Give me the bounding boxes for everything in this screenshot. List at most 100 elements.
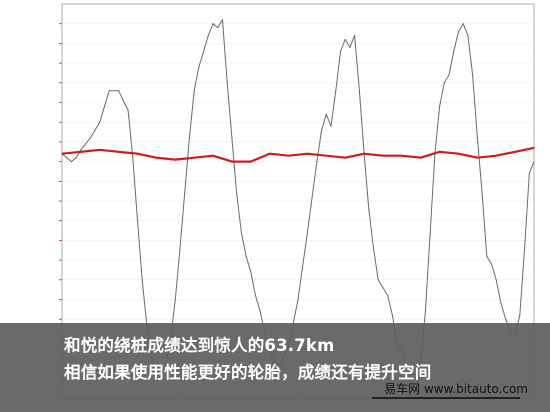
steering-point <box>221 19 224 21</box>
steering-point <box>500 302 502 305</box>
speed-point <box>401 155 403 157</box>
steering-point <box>297 298 299 301</box>
speed-point <box>118 151 120 153</box>
steering-point <box>495 279 497 281</box>
steering-point <box>372 247 375 249</box>
speed-point <box>231 161 233 163</box>
steering-point <box>429 231 431 234</box>
speed-point <box>80 151 82 153</box>
speed-point <box>476 157 478 159</box>
speed-series-line <box>61 146 535 163</box>
steering-point <box>344 38 346 41</box>
steering-point <box>486 255 488 257</box>
speed-point <box>306 153 309 155</box>
steering-point <box>80 149 82 151</box>
steering-point <box>259 310 261 312</box>
steering-point <box>476 137 478 139</box>
steering-point <box>174 298 176 301</box>
steering-point <box>127 109 129 111</box>
speed-point <box>514 151 516 153</box>
steering-point <box>434 153 436 155</box>
steering-point <box>217 27 219 29</box>
steering-point <box>75 157 77 159</box>
steering-point <box>424 310 427 312</box>
steering-point <box>481 192 483 194</box>
steering-point <box>198 66 200 68</box>
steering-point <box>335 90 337 92</box>
steering-point <box>89 137 91 139</box>
steering-point <box>193 90 195 92</box>
steering-point <box>528 172 530 175</box>
steering-point <box>118 90 120 92</box>
steering-point <box>316 161 318 163</box>
steering-point <box>108 90 110 92</box>
steering-point <box>321 129 323 131</box>
speed-point <box>495 155 497 157</box>
speed-point <box>382 155 384 157</box>
speed-point <box>344 157 346 159</box>
speed-point <box>212 155 214 157</box>
steering-point <box>467 34 469 37</box>
steering-point <box>136 220 139 222</box>
steering-point <box>533 161 535 163</box>
steering-point <box>184 192 186 194</box>
speed-point <box>533 147 535 149</box>
speed-point <box>363 153 365 155</box>
steering-point <box>505 318 507 320</box>
caption-line-2: 相信如果使用性能更好的轮胎，成绩还有提升空间 <box>64 363 432 382</box>
speed-point <box>287 155 290 157</box>
speed-point <box>136 153 139 155</box>
steering-point <box>439 105 441 108</box>
watermark-underline <box>372 397 520 399</box>
steering-point <box>382 287 384 289</box>
steering-point <box>245 255 247 257</box>
steering-point <box>472 74 474 76</box>
steering-point <box>368 208 370 210</box>
steering-point <box>448 74 450 76</box>
steering-point <box>325 113 327 115</box>
speed-point <box>99 149 101 151</box>
steering-point <box>358 90 360 92</box>
speed-point <box>457 153 460 155</box>
steering-point <box>250 271 252 273</box>
speed-point <box>193 157 195 159</box>
caption-banner: 和悦的绕桩成绩达到惊人的63.7km 相信如果使用性能更好的轮胎，成绩还有提升空… <box>0 323 550 412</box>
speed-point <box>61 153 63 155</box>
speed-point <box>174 159 176 161</box>
speed-point <box>420 157 422 159</box>
speed-point <box>269 153 271 155</box>
steering-point <box>70 161 73 163</box>
steering-point <box>377 279 379 281</box>
speed-point <box>155 157 157 159</box>
steering-point <box>240 231 242 234</box>
steering-point <box>462 23 464 25</box>
steering-point <box>330 125 332 127</box>
speed-point <box>250 161 252 163</box>
steering-point <box>99 121 101 123</box>
speed-point <box>439 151 441 153</box>
steering-point <box>141 279 143 281</box>
steering-point <box>212 23 214 25</box>
steering-point <box>236 192 238 194</box>
steering-point <box>188 137 191 139</box>
speed-point <box>325 155 327 157</box>
steering-point <box>523 247 526 249</box>
steering-point <box>254 294 257 297</box>
steering-point <box>66 157 68 159</box>
steering-point <box>231 137 233 139</box>
steering-point <box>490 263 493 265</box>
steering-point <box>226 82 228 84</box>
watermark-text: 易车网 www.bitauto.com <box>384 382 528 396</box>
steering-point <box>179 247 181 249</box>
steering-point <box>453 50 455 52</box>
steering-point <box>306 231 309 234</box>
steering-point <box>457 30 460 33</box>
steering-point <box>354 34 356 37</box>
steering-point <box>349 46 351 48</box>
steering-point <box>443 82 445 84</box>
steering-point <box>132 157 134 159</box>
steering-point <box>519 314 521 316</box>
steering-point <box>207 34 209 37</box>
steering-point <box>203 50 205 52</box>
steering-point <box>339 50 342 52</box>
